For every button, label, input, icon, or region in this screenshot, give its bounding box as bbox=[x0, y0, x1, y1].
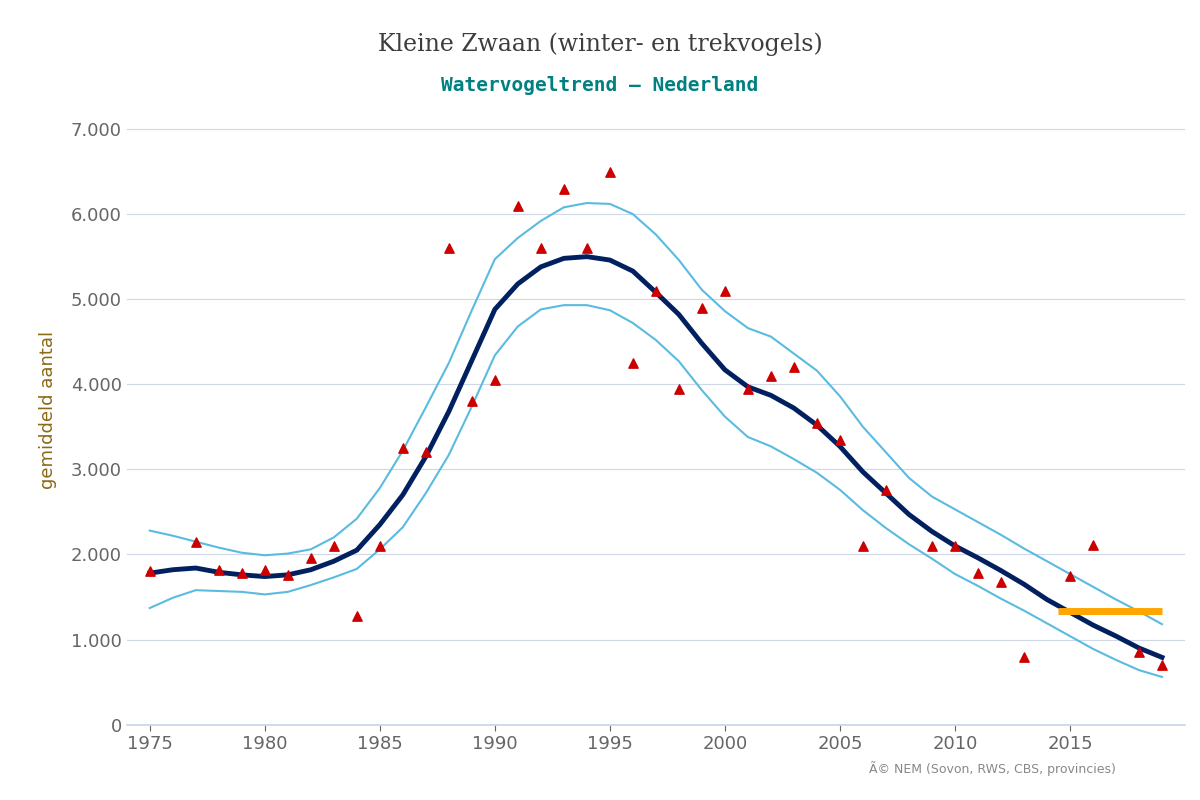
Point bbox=[439, 242, 458, 254]
Text: Kleine Zwaan (winter- en trekvogels): Kleine Zwaan (winter- en trekvogels) bbox=[378, 32, 822, 55]
Point bbox=[485, 374, 504, 386]
Point bbox=[830, 433, 850, 446]
Point bbox=[946, 539, 965, 552]
Point bbox=[692, 302, 712, 314]
Point bbox=[670, 382, 689, 395]
Point bbox=[623, 357, 642, 370]
Point bbox=[1152, 658, 1171, 671]
Text: Ã© NEM (Sovon, RWS, CBS, provincies): Ã© NEM (Sovon, RWS, CBS, provincies) bbox=[869, 761, 1116, 776]
Point bbox=[876, 483, 895, 496]
Point bbox=[808, 416, 827, 429]
Point bbox=[209, 563, 228, 576]
Point bbox=[647, 284, 666, 297]
Point bbox=[301, 551, 320, 564]
Point bbox=[1061, 570, 1080, 582]
Point bbox=[232, 566, 251, 579]
Point bbox=[371, 539, 390, 552]
Point bbox=[324, 539, 343, 552]
Point bbox=[1084, 538, 1103, 551]
Point bbox=[554, 182, 574, 195]
Point bbox=[416, 446, 436, 458]
Point bbox=[853, 539, 872, 552]
Point bbox=[347, 610, 366, 622]
Text: Watervogeltrend – Nederland: Watervogeltrend – Nederland bbox=[442, 76, 758, 95]
Point bbox=[532, 242, 551, 254]
Point bbox=[923, 539, 942, 552]
Point bbox=[140, 565, 160, 578]
Point bbox=[761, 370, 780, 382]
Point bbox=[394, 442, 413, 454]
Point bbox=[600, 165, 619, 178]
Point bbox=[462, 395, 481, 408]
Point bbox=[509, 199, 528, 212]
Point bbox=[738, 382, 757, 395]
Point bbox=[577, 242, 596, 254]
Point bbox=[186, 535, 205, 548]
Point bbox=[991, 575, 1010, 588]
Point bbox=[968, 566, 988, 579]
Point bbox=[1129, 646, 1148, 658]
Y-axis label: gemiddeld aantal: gemiddeld aantal bbox=[38, 330, 58, 489]
Point bbox=[256, 563, 275, 576]
Point bbox=[278, 569, 298, 582]
Point bbox=[1014, 650, 1033, 663]
Point bbox=[785, 361, 804, 374]
Point bbox=[715, 284, 734, 297]
